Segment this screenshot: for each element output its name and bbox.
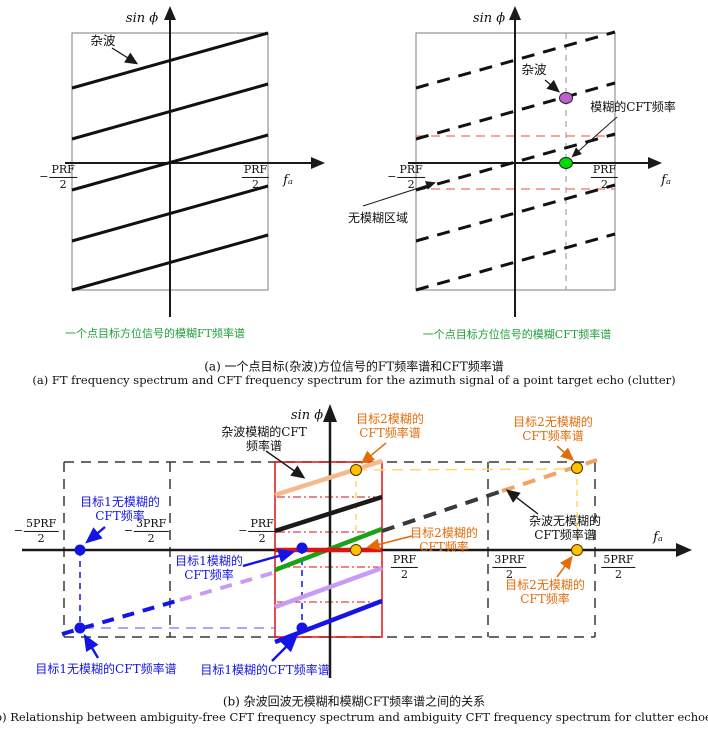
clutter-unambiguous-spectrum-arrow: [505, 489, 539, 515]
target2-unambiguous-frequency-arrow: [556, 555, 573, 578]
clutter-annotation-arrow: [111, 47, 139, 65]
tick-pos-prf-half: PRF 2: [241, 162, 270, 191]
ft-spectrum-replica-lines: [71, 31, 269, 292]
tick-pos-prf-half: PRF 2: [590, 162, 619, 191]
violet-replica-line: [274, 565, 383, 610]
plot-b: [22, 404, 692, 678]
x-axis-label: fₐ: [661, 173, 671, 188]
y-axis-arrowhead: [509, 6, 521, 20]
target1-ambiguous-spectrum-line: [274, 598, 383, 645]
tick-pos-prf-half: PRF 2: [390, 552, 419, 581]
caption-b-en: (b) Relationship between ambiguity-free …: [0, 710, 708, 724]
unambiguous-region-arrow: [362, 181, 436, 207]
x-axis-label: fₐ: [283, 173, 293, 188]
plot-a-right-caption: 一个点目标方位信号的模糊CFT频率谱: [422, 328, 612, 341]
y-axis-label: sin ϕ: [472, 11, 506, 26]
target1-unambiguous-frequency-point: [74, 544, 86, 556]
target2-points: [350, 462, 583, 556]
target2-horizontal-guide: [355, 468, 576, 471]
cft-spectrum-replica-dashed-lines: [415, 30, 616, 292]
plot-a-right: [362, 6, 662, 317]
target1-unambiguous-frequency-arrow: [85, 526, 106, 544]
y-axis-arrowhead: [164, 6, 176, 20]
clutter-central-spectrum-line: [274, 494, 383, 534]
target1-ambiguous-spectrum-point: [296, 622, 308, 634]
target1-points: [74, 542, 308, 634]
x-axis-label: fₐ: [653, 530, 663, 545]
tick-neg-prf-half: − PRF 2: [39, 162, 77, 191]
x-axis-arrowhead: [311, 157, 325, 169]
clutter-label: 杂波: [521, 62, 547, 77]
target1-unambiguous-spectrum-arrow: [83, 633, 100, 659]
tick-neg-prf-half: − PRF 2: [238, 516, 276, 545]
x-axis-arrowhead: [676, 543, 692, 557]
target2-ambiguous-frequency-label: 目标2模糊的 CFT频率: [410, 526, 478, 554]
x-axis-arrowhead: [648, 157, 662, 169]
target2-ambiguous-frequency-point: [350, 544, 362, 556]
ambiguous-cft-frequency-arrow: [571, 116, 618, 158]
clutter-unambiguous-spectrum-dashed: [381, 489, 503, 533]
plot-a-left: [65, 6, 325, 317]
plot-a-left-caption: 一个点目标方位信号的模糊FT频率谱: [65, 327, 245, 340]
clutter-annotation-arrow: [544, 79, 560, 93]
clutter-ambiguous-spectrum-label: 杂波模糊的CFT 频率谱: [221, 425, 307, 453]
target2-ambiguous-frequency-arrow: [366, 535, 413, 551]
target1-ambiguous-frequency-label: 目标1模糊的 CFT频率: [175, 554, 243, 582]
target2-ambiguous-spectrum-arrow: [360, 442, 387, 464]
target2-unambiguous-spectrum-label: 目标2无模糊的 CFT频率谱: [513, 415, 593, 443]
y-axis-arrowhead: [323, 404, 337, 422]
target1-ambiguous-spectrum-arrow: [271, 635, 298, 662]
tick-pos-3prf-half: 3PRF 2: [492, 552, 527, 581]
tick-pos-5prf-half: 5PRF 2: [601, 552, 636, 581]
y-axis-label: sin ϕ: [125, 11, 159, 26]
target1-ambiguous-frequency-arrow: [242, 548, 296, 568]
ambiguous-cft-frequency-point: [559, 157, 573, 169]
target1-unambiguous-frequency-label: 目标1无模糊的 CFT频率: [80, 495, 160, 523]
tick-neg-prf-half: − PRF 2: [387, 162, 425, 191]
tick-neg-5prf-half: − 5PRF 2: [13, 516, 59, 545]
clutter-label: 杂波: [90, 33, 116, 48]
unambiguous-region-label: 无模糊区域: [347, 211, 409, 225]
target1-unambiguous-spectrum-point: [74, 622, 86, 634]
target1-unambiguous-spectrum-dashed-violet: [179, 570, 277, 602]
tick-neg-3prf-half: − 3PRF 2: [123, 516, 169, 545]
target1-ambiguous-spectrum-label: 目标1模糊的CFT频率谱: [200, 663, 330, 677]
target2-unambiguous-spectrum-dashed: [501, 458, 598, 493]
target2-unambiguous-spectrum-point: [571, 462, 583, 474]
ambiguous-cft-frequency-label: 模糊的CFT频率: [590, 100, 676, 114]
caption-a-en: (a) FT frequency spectrum and CFT freque…: [32, 373, 676, 387]
clutter-point: [559, 92, 573, 104]
target2-unambiguous-frequency-label: 目标2无模糊的 CFT频率: [505, 578, 585, 606]
y-axis-label: sin ϕ: [290, 408, 324, 423]
target2-ambiguous-spectrum-point: [350, 464, 362, 476]
target1-ambiguous-frequency-point: [296, 542, 308, 554]
clutter-ambiguous-spectrum-line: [274, 458, 383, 498]
clutter-unambiguous-spectrum-label: 杂波无模糊的 CFT频率谱: [528, 514, 602, 542]
target1-unambiguous-spectrum-label: 目标1无模糊的CFT频率谱: [35, 662, 177, 676]
target2-unambiguous-spectrum-arrow: [556, 445, 575, 461]
target2-ambiguous-spectrum-label: 目标2模糊的 CFT频率谱: [356, 412, 424, 440]
clutter-ambiguous-spectrum-arrow: [265, 450, 306, 479]
target2-unambiguous-frequency-point: [571, 544, 583, 556]
caption-a-zh: (a) 一个点目标(杂波)方位信号的FT频率谱和CFT频率谱: [204, 359, 504, 374]
caption-b-zh: (b) 杂波回波无模糊和模糊CFT频率谱之间的关系: [222, 694, 486, 709]
